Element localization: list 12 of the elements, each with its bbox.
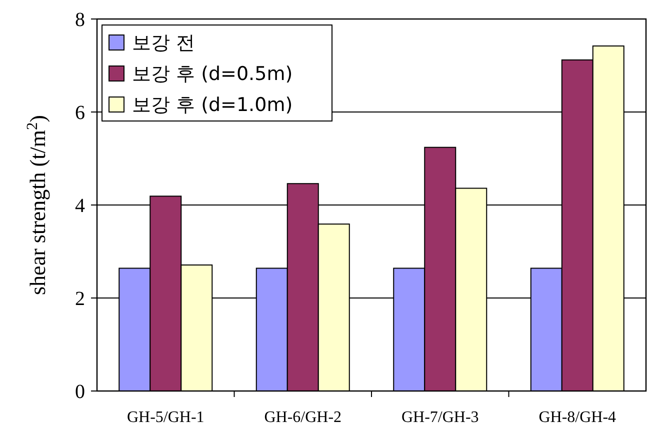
legend-label: 보강 후 (d=0.5m) bbox=[132, 63, 293, 85]
x-tick-label: GH-6/GH-2 bbox=[264, 409, 342, 426]
y-tick-label: 6 bbox=[75, 102, 85, 124]
x-tick-label: GH-8/GH-4 bbox=[538, 409, 616, 426]
y-tick-label: 8 bbox=[75, 9, 85, 31]
x-tick-label: GH-7/GH-3 bbox=[401, 409, 479, 426]
legend-label: 보강 전 bbox=[132, 32, 196, 54]
legend-label: 보강 후 (d=1.0m) bbox=[132, 94, 293, 116]
y-tick-label: 2 bbox=[75, 288, 85, 310]
x-tick-label: GH-5/GH-1 bbox=[126, 409, 204, 426]
y-tick-label: 0 bbox=[75, 381, 85, 403]
y-tick-label: 4 bbox=[75, 195, 85, 217]
